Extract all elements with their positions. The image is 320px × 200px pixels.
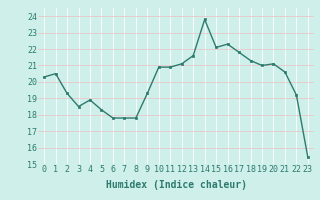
X-axis label: Humidex (Indice chaleur): Humidex (Indice chaleur) — [106, 180, 246, 190]
